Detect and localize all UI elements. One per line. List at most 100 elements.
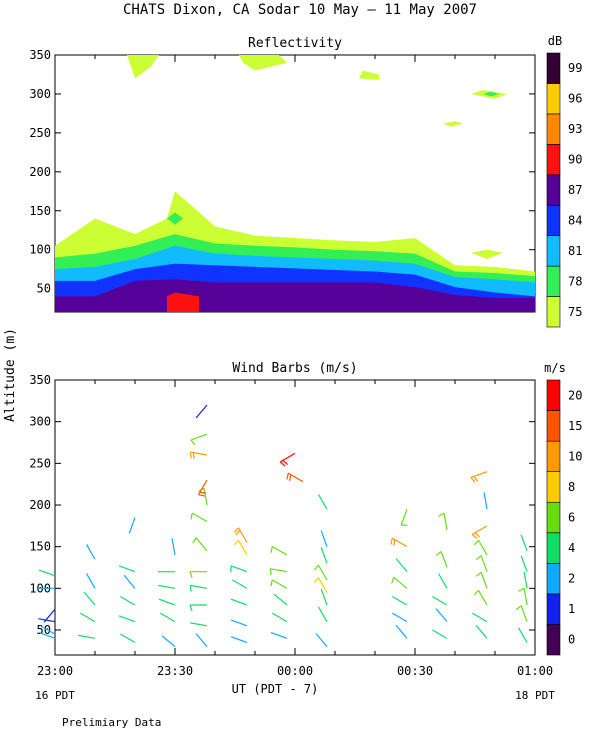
wind-barb bbox=[471, 612, 488, 623]
colorbar-swatch bbox=[546, 296, 561, 328]
reflectivity-patch bbox=[443, 121, 463, 127]
colorbar-swatch bbox=[546, 204, 561, 236]
wind-barb bbox=[391, 595, 408, 606]
colorbar-swatch bbox=[546, 265, 561, 297]
wind-barb bbox=[230, 636, 248, 644]
wind-barb bbox=[83, 591, 96, 606]
wind-barb bbox=[123, 574, 136, 589]
barb-shaft bbox=[431, 629, 448, 639]
barb-shaft bbox=[320, 530, 328, 547]
colorbar-unit: dB bbox=[548, 34, 562, 48]
wind-barb bbox=[118, 565, 136, 573]
barb-shaft bbox=[317, 606, 328, 622]
wind-barb bbox=[391, 576, 408, 589]
barb-shaft bbox=[118, 615, 136, 623]
wind-barb bbox=[391, 612, 408, 623]
wind-barb bbox=[190, 512, 208, 523]
barb-shaft bbox=[123, 574, 136, 589]
wind-barb bbox=[483, 492, 488, 510]
wind-barb bbox=[161, 635, 176, 648]
barb-shaft bbox=[477, 589, 488, 606]
barb-flag bbox=[473, 589, 479, 596]
reflectivity-field bbox=[55, 55, 535, 312]
wind-barb bbox=[79, 612, 96, 623]
colorbar-label: 20 bbox=[568, 388, 582, 402]
barb-shaft bbox=[191, 512, 208, 523]
wind-barb bbox=[431, 629, 448, 639]
wind-barb bbox=[518, 587, 528, 606]
wind-barbs bbox=[38, 404, 528, 648]
y-tick-label: 150 bbox=[29, 540, 51, 554]
colorbar-label: 2 bbox=[568, 572, 575, 586]
colorbar-label: 10 bbox=[568, 449, 582, 463]
barb-shaft bbox=[190, 451, 208, 456]
wind-barb bbox=[78, 634, 96, 639]
barb-flag bbox=[192, 452, 195, 459]
barb-shaft bbox=[440, 551, 448, 568]
y-tick-label: 300 bbox=[29, 87, 51, 101]
wind-barb bbox=[315, 633, 328, 648]
wind-barb bbox=[517, 627, 528, 643]
wind-barb bbox=[470, 471, 488, 483]
barb-shaft bbox=[480, 555, 488, 572]
colorbar-unit: m/s bbox=[544, 361, 566, 375]
wind-barb bbox=[286, 472, 304, 483]
barb-flag bbox=[190, 439, 196, 446]
wind-barb bbox=[279, 452, 296, 467]
panel-title: Reflectivity bbox=[248, 36, 342, 51]
barb-shaft bbox=[195, 537, 208, 552]
barb-shaft bbox=[118, 565, 136, 573]
x-tick-label: 00:30 bbox=[397, 664, 433, 678]
x-axis-label: UT (PDT - 7) bbox=[232, 682, 319, 696]
colorbar-label: 15 bbox=[568, 419, 582, 433]
barb-flag bbox=[189, 585, 192, 592]
barb-shaft bbox=[161, 635, 176, 648]
wind-barb bbox=[158, 584, 176, 589]
barb-flag bbox=[282, 459, 289, 465]
wind-barb bbox=[270, 631, 288, 639]
colorbar-swatch bbox=[546, 379, 561, 411]
wind-barb bbox=[269, 568, 288, 576]
y-tick-label: 350 bbox=[29, 373, 51, 387]
wind-barb bbox=[473, 589, 488, 606]
wind-barb bbox=[119, 633, 136, 644]
wind-barb bbox=[159, 612, 176, 623]
barb-shaft bbox=[483, 492, 488, 510]
barb-shaft bbox=[171, 538, 176, 556]
barb-shaft bbox=[38, 631, 56, 639]
wind-barb bbox=[523, 571, 528, 589]
wind-barb bbox=[475, 624, 488, 639]
barb-shaft bbox=[270, 568, 288, 573]
barb-shaft bbox=[287, 472, 304, 483]
barb-shaft bbox=[83, 591, 96, 606]
reflectivity-patch bbox=[471, 249, 503, 260]
reflectivity-patch bbox=[127, 55, 159, 79]
wind-barb bbox=[230, 619, 248, 627]
barb-flag bbox=[473, 539, 479, 546]
colorbar-swatch bbox=[546, 113, 561, 145]
colorbar-label: 0 bbox=[568, 633, 575, 647]
wind-barb bbox=[231, 579, 248, 589]
barb-flag bbox=[269, 568, 272, 576]
colorbar-swatch bbox=[546, 440, 561, 472]
colorbar-label: 96 bbox=[568, 92, 582, 106]
colorbar-label: 6 bbox=[568, 511, 575, 525]
barb-shaft bbox=[475, 624, 488, 639]
x-sublabel-left: 16 PDT bbox=[35, 689, 75, 702]
barb-shaft bbox=[230, 565, 248, 573]
barb-shaft bbox=[271, 612, 288, 623]
colorbar-label: 84 bbox=[568, 213, 582, 227]
wind-barb bbox=[190, 622, 208, 627]
wind-barb bbox=[270, 579, 288, 589]
colorbar-swatch bbox=[546, 624, 561, 656]
barb-shaft bbox=[270, 631, 288, 639]
footer-note: Prelimiary Data bbox=[62, 716, 162, 729]
colorbar-label: 99 bbox=[568, 61, 582, 75]
x-tick-label: 01:00 bbox=[517, 664, 553, 678]
barb-shaft bbox=[400, 508, 408, 526]
barb-shaft bbox=[443, 513, 448, 531]
barb-shaft bbox=[317, 577, 328, 593]
barb-flag bbox=[198, 494, 205, 497]
barb-shaft bbox=[395, 558, 408, 573]
barb-flag bbox=[313, 577, 319, 583]
